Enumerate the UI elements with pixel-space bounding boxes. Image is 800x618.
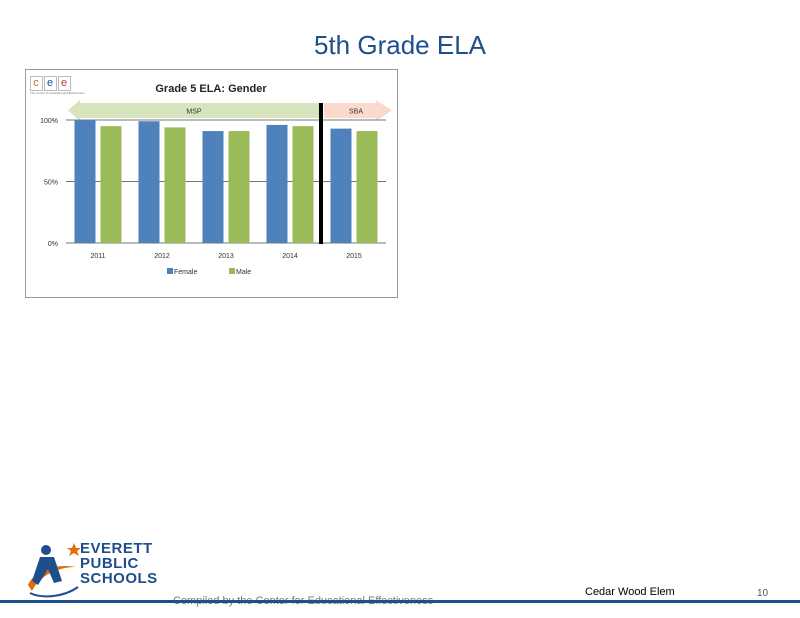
page-number: 10: [757, 588, 769, 599]
cee-letter: c: [30, 76, 43, 91]
x-tick-label: 2014: [282, 253, 298, 260]
bar-chart: Grade 5 ELA: Gender MSP SBA 0% 50% 100% 2011 20…: [40, 83, 392, 276]
bar: [74, 120, 96, 243]
chart-title: Grade 5 ELA: Gender: [155, 83, 267, 95]
y-tick-label: 50%: [44, 180, 58, 187]
cee-letter: e: [58, 76, 71, 91]
bar: [330, 128, 352, 243]
y-tick-label: 0%: [48, 241, 58, 248]
bar: [164, 127, 186, 243]
bar: [228, 131, 250, 243]
bar: [202, 131, 224, 243]
legend-swatch: [229, 268, 235, 274]
slide-title: 5th Grade ELA: [314, 30, 486, 60]
cee-caption: The Center for Educational Effectiveness: [30, 91, 85, 95]
bar: [292, 126, 314, 243]
school-name: Cedar Wood Elem: [585, 586, 675, 598]
period-label: SBA: [349, 109, 363, 116]
x-tick-label: 2011: [90, 253, 105, 260]
bar: [138, 121, 160, 243]
logo-line: SCHOOLS: [80, 570, 158, 587]
x-tick-label: 2013: [218, 253, 234, 260]
period-arrow: [68, 100, 320, 121]
period-arrow: [324, 100, 392, 121]
bar: [356, 131, 378, 243]
everett-logo: EVERETT PUBLIC SCHOOLS: [24, 541, 164, 601]
legend-label: Male: [236, 269, 251, 276]
bar: [100, 126, 122, 243]
cee-letter: e: [44, 76, 57, 91]
footer-rule: [0, 600, 800, 603]
y-tick-label: 100%: [40, 118, 58, 125]
legend-label: Female: [174, 269, 197, 276]
period-label: MSP: [186, 109, 202, 116]
logo-line: PUBLIC: [80, 555, 139, 572]
x-tick-label: 2015: [346, 253, 362, 260]
logo-line: EVERETT: [80, 540, 153, 557]
swoosh-icon: [28, 543, 80, 598]
x-tick-label: 2012: [154, 253, 170, 260]
bar: [266, 124, 288, 243]
legend-swatch: [167, 268, 173, 274]
